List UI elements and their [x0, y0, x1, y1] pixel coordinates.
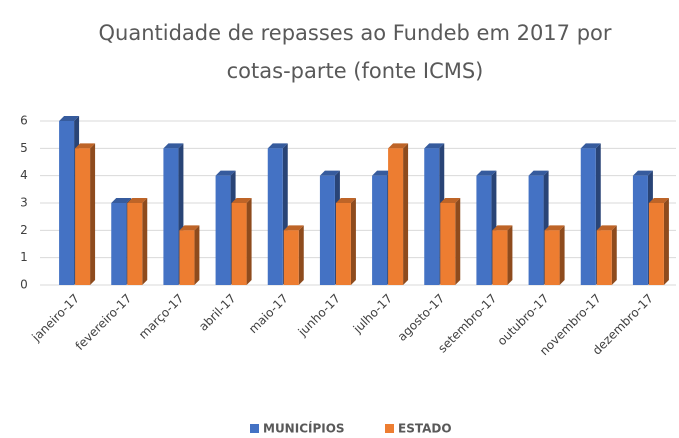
chart-title: cotas-parte (fonte ICMS)	[227, 59, 484, 83]
bar-face	[632, 175, 648, 285]
y-tick-label: 1	[20, 250, 28, 264]
bar-top	[335, 198, 356, 203]
bar-top	[163, 143, 184, 149]
bar-top	[75, 143, 96, 149]
bar-face	[440, 203, 456, 285]
bar-face	[75, 148, 91, 285]
bar-face	[492, 230, 508, 285]
bar-side	[403, 143, 409, 285]
bar-side	[507, 225, 513, 285]
y-tick-label: 5	[20, 141, 28, 155]
bar	[648, 198, 669, 285]
legend-label: MUNICÍPIOS	[263, 421, 345, 436]
y-tick-label: 0	[20, 278, 28, 292]
x-tick-label: agosto-17	[395, 291, 448, 344]
bar-face	[127, 203, 143, 285]
legend-swatch	[385, 424, 394, 433]
bar-top	[544, 225, 565, 231]
bar-top	[388, 143, 409, 149]
bar-face	[648, 203, 664, 285]
x-tick-label: junho-17	[295, 291, 343, 339]
x-tick-label: março-17	[136, 291, 187, 342]
bar	[596, 225, 617, 285]
x-tick-label: fevereiro-17	[73, 291, 135, 353]
bar-face	[544, 230, 560, 285]
bar-top	[215, 170, 236, 176]
bar-top	[319, 170, 340, 176]
bar-side	[350, 198, 356, 285]
bar	[388, 143, 409, 285]
bar-face	[59, 121, 75, 285]
bar-face	[388, 148, 404, 285]
bar-top	[440, 198, 461, 203]
bar-top	[580, 143, 601, 149]
bar-face	[476, 175, 492, 285]
bar-side	[298, 225, 304, 285]
bar	[75, 143, 96, 285]
bar-top	[267, 143, 288, 149]
bar-top	[372, 170, 393, 176]
bar-side	[90, 143, 96, 285]
y-tick-label: 2	[20, 223, 28, 237]
bar-top	[179, 225, 200, 231]
bar-side	[559, 225, 565, 285]
bar-top	[476, 170, 497, 176]
y-tick-label: 4	[20, 168, 28, 182]
bar-top	[111, 198, 132, 203]
bar-face	[335, 203, 351, 285]
bar-top	[283, 225, 304, 231]
bar-face	[111, 203, 127, 285]
bar-face	[267, 148, 283, 285]
y-tick-label: 6	[20, 114, 28, 128]
bar-side	[455, 198, 461, 285]
bar-face	[163, 148, 179, 285]
bar-top	[127, 198, 148, 203]
legend-swatch	[250, 424, 259, 433]
bar	[127, 198, 148, 285]
bar-side	[611, 225, 617, 285]
chart-title: Quantidade de repasses ao Fundeb em 2017…	[98, 21, 611, 45]
bar-face	[424, 148, 440, 285]
x-tick-label: abril-17	[196, 291, 239, 334]
bar	[492, 225, 513, 285]
bar-side	[194, 225, 200, 285]
legend-label: ESTADO	[398, 422, 452, 436]
bar-top	[632, 170, 653, 176]
x-tick-label: janeiro-17	[29, 291, 83, 345]
bar-top	[424, 143, 445, 149]
bar-top	[59, 116, 80, 121]
x-tick-label: julho-17	[350, 291, 395, 336]
bar	[544, 225, 565, 285]
bar-top	[231, 198, 252, 203]
bar-face	[283, 230, 299, 285]
y-tick-label: 3	[20, 196, 28, 210]
bar-side	[663, 198, 669, 285]
bar-side	[246, 198, 252, 285]
bar	[440, 198, 461, 285]
bar-face	[372, 175, 388, 285]
bar	[179, 225, 200, 285]
x-tick-label: outubro-17	[495, 291, 552, 348]
bar-side	[142, 198, 148, 285]
bar	[231, 198, 252, 285]
bar-face	[215, 175, 231, 285]
bar-face	[528, 175, 544, 285]
bar-top	[528, 170, 549, 176]
bar	[283, 225, 304, 285]
bar-top	[596, 225, 617, 231]
x-tick-label: maio-17	[246, 291, 291, 336]
bar-face	[319, 175, 335, 285]
bar	[335, 198, 356, 285]
bar-face	[179, 230, 195, 285]
bar-face	[580, 148, 596, 285]
bar-top	[648, 198, 669, 203]
bar-face	[596, 230, 612, 285]
bar-top	[492, 225, 513, 231]
bar-face	[231, 203, 247, 285]
